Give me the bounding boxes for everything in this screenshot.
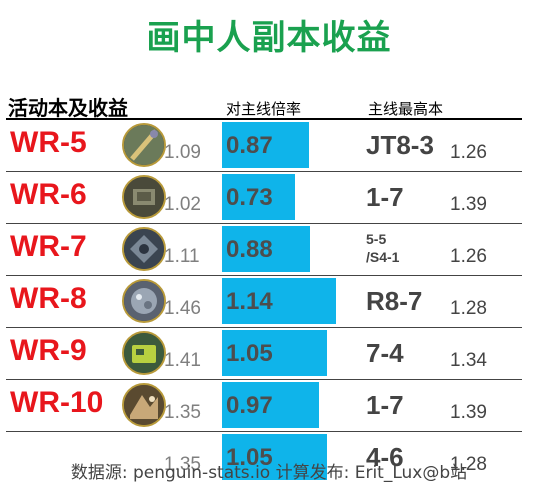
- activity-ratio: 1.09: [164, 142, 201, 163]
- ratio-bar: [222, 174, 295, 220]
- best-stage: 7-4: [366, 338, 404, 368]
- row-divider: [6, 431, 522, 432]
- table-row: WR-9 1.41 1.05 7-4 1.34: [0, 328, 538, 380]
- ratio-bar-label: 0.88: [226, 236, 273, 263]
- best-stage: 1-7: [366, 390, 404, 420]
- ratio-bar-track: 0.73: [222, 174, 342, 220]
- ratio-bar-label: 0.97: [226, 392, 273, 419]
- best-stage-ratio: 1.26: [450, 142, 487, 163]
- row-divider: [6, 327, 522, 328]
- best-stage-ratio: 1.39: [450, 194, 487, 215]
- table-row: WR-5 1.09 0.87 JT8-3 1.26: [0, 120, 538, 172]
- stage-icon: [122, 331, 166, 375]
- stage-icon: [122, 279, 166, 323]
- activity-ratio: 1.35: [164, 454, 201, 475]
- row-divider: [6, 171, 522, 172]
- ratio-bar-track: 0.87: [222, 122, 342, 168]
- ratio-bar: [222, 382, 319, 428]
- ratio-bar-label: 1.05: [226, 444, 273, 471]
- stage-icon: [122, 383, 166, 427]
- stage-icon: [122, 123, 166, 167]
- stage-name: WR-5: [10, 126, 87, 159]
- activity-ratio: 1.35: [164, 402, 201, 423]
- ratio-bar: [222, 434, 327, 480]
- ratio-bar-track: 1.05: [222, 330, 342, 376]
- row-divider: [6, 379, 522, 380]
- ratio-bar: [222, 122, 309, 168]
- best-stage: R8-7: [366, 286, 423, 316]
- table-row: WR-8 1.46 1.14 R8-7 1.28: [0, 276, 538, 328]
- stage-name: WR-6: [10, 178, 87, 211]
- table-row: WR-7 1.11 0.88 5-5 /S4-1 1.26: [0, 224, 538, 276]
- footer-credit: 数据源: penguin-stats.io 计算发布: Erit_Lux@b站: [70, 463, 468, 483]
- stage-icon: [122, 227, 166, 271]
- table-row: WR-6 1.02 0.73 1-7 1.39: [0, 172, 538, 224]
- ratio-bar-label: 0.73: [226, 184, 273, 211]
- best-stage-ratio: 1.28: [450, 454, 487, 475]
- ratio-bar-label: 1.14: [226, 288, 273, 315]
- row-divider: [6, 223, 522, 224]
- ratio-bar-label: 1.05: [226, 340, 273, 367]
- table-row: 1.35 1.05 4-6 1.28: [0, 432, 538, 484]
- ratio-bar-track: 0.97: [222, 382, 342, 428]
- best-stage: 4-6: [366, 442, 404, 472]
- best-stage: JT8-3: [366, 130, 434, 160]
- header-ratio: 对主线倍率: [226, 100, 302, 118]
- row-divider: [6, 275, 522, 276]
- best-stage: 5-5 /S4-1: [366, 231, 400, 265]
- ratio-bar-track: 1.14: [222, 278, 342, 324]
- ratio-bar-label: 0.87: [226, 132, 273, 159]
- header-best: 主线最高本: [368, 100, 444, 118]
- activity-ratio: 1.02: [164, 194, 201, 215]
- activity-ratio: 1.46: [164, 298, 201, 319]
- stage-name: WR-7: [10, 230, 87, 263]
- ratio-bar: [222, 226, 310, 272]
- page-title: 画中人副本收益: [146, 18, 392, 58]
- stage-name: WR-9: [10, 334, 87, 367]
- best-stage-ratio: 1.39: [450, 402, 487, 423]
- header-divider: [6, 118, 522, 120]
- stage-icon: [122, 175, 166, 219]
- activity-ratio: 1.11: [164, 246, 200, 267]
- table-row: WR-10 1.35 0.97 1-7 1.39: [0, 380, 538, 432]
- best-stage: 1-7: [366, 182, 404, 212]
- ratio-bar: [222, 278, 336, 324]
- ratio-bar-track: 0.88: [222, 226, 342, 272]
- best-stage-ratio: 1.34: [450, 350, 487, 371]
- stage-name: WR-10: [10, 386, 104, 419]
- header-activity: 活动本及收益: [8, 96, 128, 120]
- activity-ratio: 1.41: [164, 350, 201, 371]
- ratio-bar-track: 1.05: [222, 434, 342, 480]
- ratio-bar: [222, 330, 327, 376]
- best-stage-ratio: 1.28: [450, 298, 487, 319]
- stage-name: WR-8: [10, 282, 87, 315]
- best-stage-ratio: 1.26: [450, 246, 487, 267]
